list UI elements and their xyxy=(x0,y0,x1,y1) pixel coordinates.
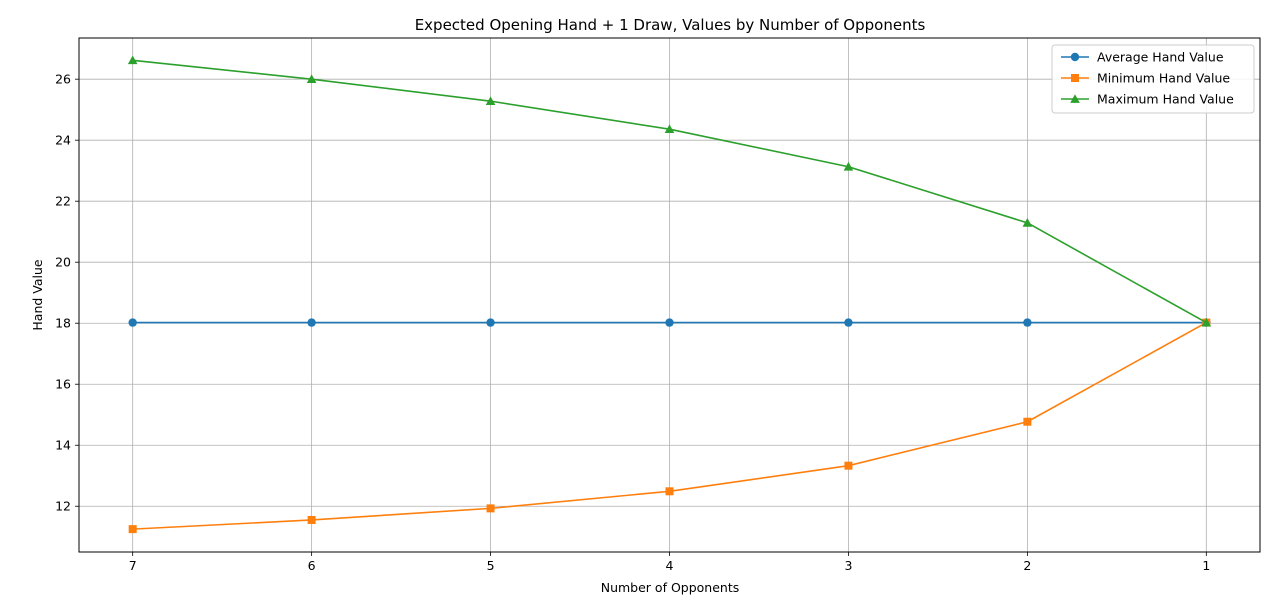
y-tick-label: 18 xyxy=(55,316,71,331)
data-point xyxy=(307,515,316,524)
data-point xyxy=(665,318,674,327)
data-point xyxy=(486,318,495,327)
data-point xyxy=(844,461,853,470)
legend-entry: Average Hand Value xyxy=(1061,50,1224,65)
data-point xyxy=(1022,218,1033,227)
data-point xyxy=(664,124,675,134)
y-tick-label: 26 xyxy=(55,72,71,87)
legend-marker xyxy=(1070,94,1080,103)
x-tick-label: 4 xyxy=(666,558,674,573)
y-tick-label: 20 xyxy=(55,255,71,270)
data-point xyxy=(127,55,138,65)
x-tick-label: 3 xyxy=(844,558,852,573)
data-point xyxy=(307,318,316,327)
axis-ticks: 7 6 5 4 3 2 1 12 14 16 18 20 22 24 26 xyxy=(55,72,1210,573)
data-point xyxy=(306,74,317,84)
x-tick-label: 7 xyxy=(129,558,137,573)
x-tick-label: 2 xyxy=(1023,558,1031,573)
data-point xyxy=(844,318,853,327)
legend-box xyxy=(1051,44,1255,114)
data-point xyxy=(128,525,137,534)
data-point xyxy=(128,318,137,327)
legend-marker xyxy=(1071,74,1079,82)
legend-label: Average Hand Value xyxy=(1097,50,1224,65)
data-point xyxy=(1201,317,1212,327)
y-tick-label: 16 xyxy=(55,377,71,392)
y-tick-label: 22 xyxy=(55,194,71,209)
legend-marker xyxy=(1070,52,1080,62)
data-point xyxy=(1023,318,1032,327)
series-2 xyxy=(127,55,1212,327)
data-point xyxy=(485,96,496,105)
series-lines xyxy=(127,55,1212,534)
y-tick-label: 14 xyxy=(55,438,71,453)
y-tick-label: 24 xyxy=(55,133,71,148)
legend: Average Hand Value Minimum Hand Value Maxi… xyxy=(1051,44,1255,114)
chart-title: Expected Opening Hand + 1 Draw, Values b… xyxy=(415,16,926,34)
legend-label: Maximum Hand Value xyxy=(1097,92,1234,107)
x-tick-label: 6 xyxy=(308,558,316,573)
y-axis-label: Hand Value xyxy=(30,259,45,331)
x-axis-label: Number of Opponents xyxy=(601,580,740,595)
data-point xyxy=(486,504,495,513)
data-point xyxy=(843,161,854,171)
data-point xyxy=(665,487,674,496)
x-tick-label: 5 xyxy=(487,558,495,573)
y-tick-label: 12 xyxy=(55,499,71,514)
legend-label: Minimum Hand Value xyxy=(1097,71,1230,86)
x-tick-label: 1 xyxy=(1202,558,1210,573)
legend-entry: Minimum Hand Value xyxy=(1061,71,1230,86)
legend-entry: Maximum Hand Value xyxy=(1061,92,1234,107)
data-point xyxy=(1023,417,1032,426)
